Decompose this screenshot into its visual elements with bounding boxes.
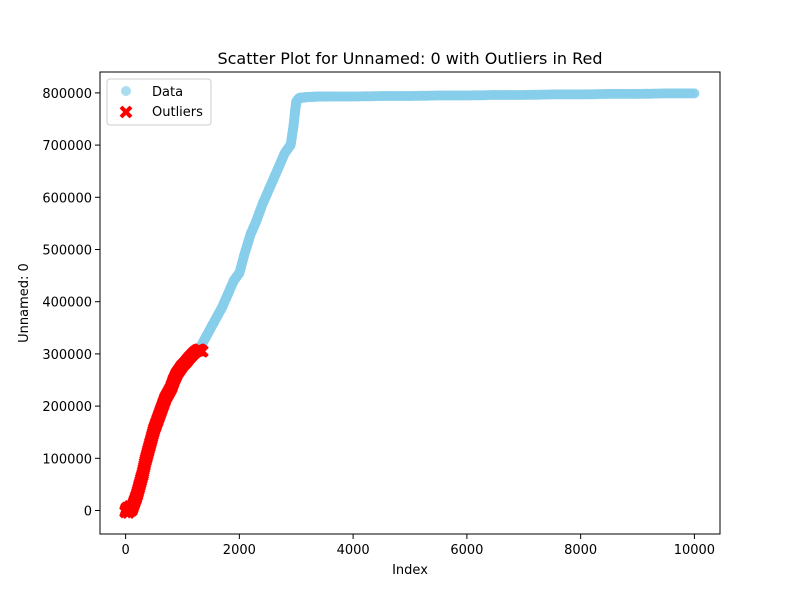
- y-tick-label: 800000: [42, 87, 92, 102]
- legend: Data Outliers: [106, 78, 212, 126]
- outlier-point: [195, 344, 209, 358]
- y-tick-label: 100000: [42, 452, 92, 467]
- y-tick-label: 500000: [42, 243, 92, 258]
- legend-data-label: Data: [152, 85, 183, 100]
- y-tick-label: 700000: [42, 139, 92, 154]
- legend-outliers-label: Outliers: [152, 105, 203, 120]
- x-tick-label: 4000: [337, 543, 370, 558]
- x-tick-label: 0: [121, 543, 129, 558]
- x-axis: 0 2000 4000 6000 8000 10000: [121, 534, 715, 558]
- y-tick-label: 200000: [42, 400, 92, 415]
- y-tick-label: 0: [84, 505, 92, 520]
- x-axis-label: Index: [392, 563, 428, 578]
- y-tick-label: 600000: [42, 191, 92, 206]
- plot-frame: [99, 71, 721, 535]
- legend-outliers-marker: [119, 105, 133, 119]
- x-tick-label: 8000: [564, 543, 597, 558]
- y-axis: 0 100000 200000 300000 400000 500000 600000 700…: [42, 87, 100, 520]
- legend-data-marker: [121, 86, 131, 96]
- points-layer: [119, 88, 700, 520]
- x-tick-label: 10000: [674, 543, 715, 558]
- y-tick-label: 300000: [42, 348, 92, 363]
- chart-title: Scatter Plot for Unnamed: 0 with Outlier…: [217, 49, 602, 68]
- legend-box: [106, 78, 212, 126]
- y-tick-label: 400000: [42, 296, 92, 311]
- x-tick-label: 2000: [223, 543, 256, 558]
- x-tick-label: 6000: [450, 543, 483, 558]
- y-axis-label: Unnamed: 0: [17, 263, 32, 343]
- data-point: [689, 88, 700, 99]
